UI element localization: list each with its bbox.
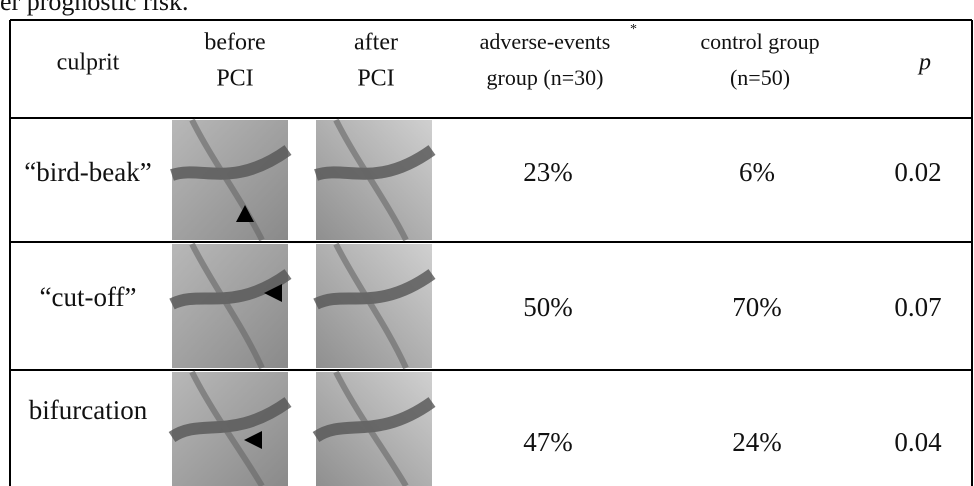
- after-image: [312, 370, 436, 486]
- adverse-rate: 23%: [523, 157, 573, 187]
- vessel: [333, 118, 409, 242]
- header-adverse: adverse-events: [480, 29, 611, 54]
- control-rate: 6%: [739, 157, 775, 187]
- header-culprit: culprit: [57, 50, 120, 76]
- header-before: before: [204, 30, 265, 56]
- header-note-mark: *: [630, 22, 637, 37]
- p-value: 0.07: [894, 292, 941, 322]
- arrowhead: [264, 284, 282, 302]
- vessel: [189, 118, 265, 242]
- header-p: p: [917, 50, 931, 76]
- adverse-rate: 50%: [523, 292, 573, 322]
- p-value: 0.04: [894, 427, 942, 457]
- after-image: [314, 118, 436, 242]
- after-image: [313, 242, 436, 370]
- header-after: after: [354, 30, 398, 56]
- control-rate: 24%: [732, 427, 782, 457]
- header-adverse: group (n=30): [487, 65, 604, 90]
- before-image: [168, 370, 292, 486]
- caption-fragment: er prognostic risk.: [0, 0, 188, 16]
- vessel: [333, 370, 409, 486]
- header-after: PCI: [357, 66, 394, 92]
- header-before: PCI: [216, 66, 253, 92]
- adverse-rate: 47%: [523, 427, 573, 457]
- culprit: “cut-off”: [40, 282, 137, 312]
- culprit: bifurcation: [29, 395, 148, 425]
- culprit: “bird-beak”: [24, 157, 151, 187]
- table-borders: [9, 19, 973, 486]
- vessel: [189, 370, 265, 486]
- control-rate: 70%: [732, 292, 782, 322]
- arrowhead: [236, 205, 254, 222]
- p-value: 0.02: [894, 157, 941, 187]
- header-control: (n=50): [730, 65, 790, 90]
- arrowhead: [244, 431, 262, 449]
- vessel: [312, 397, 436, 443]
- before-image: [170, 118, 292, 242]
- vessel: [333, 242, 409, 370]
- vessel: [189, 242, 265, 370]
- before-image: [169, 242, 292, 370]
- header-control: control group: [700, 29, 819, 54]
- vessel: [168, 397, 292, 443]
